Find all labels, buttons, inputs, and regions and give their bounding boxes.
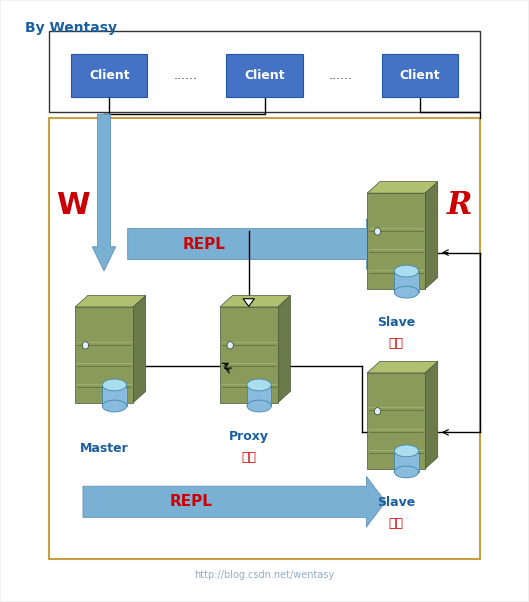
Polygon shape [278, 296, 290, 403]
FancyBboxPatch shape [49, 118, 480, 559]
Polygon shape [367, 373, 425, 469]
Polygon shape [367, 193, 425, 289]
Ellipse shape [394, 287, 418, 298]
Ellipse shape [394, 466, 418, 478]
FancyBboxPatch shape [226, 54, 303, 98]
Circle shape [375, 228, 381, 235]
Text: http://blog.csdn.net/wentasy: http://blog.csdn.net/wentasy [194, 569, 335, 580]
Text: ......: ...... [174, 69, 197, 82]
Text: Master: Master [80, 442, 129, 455]
Text: By Wentasy: By Wentasy [25, 21, 117, 35]
Ellipse shape [394, 265, 418, 277]
Text: Slave: Slave [377, 496, 415, 509]
Polygon shape [367, 182, 437, 193]
Polygon shape [75, 307, 133, 403]
Polygon shape [83, 476, 386, 527]
Polygon shape [394, 451, 418, 472]
Polygon shape [425, 182, 437, 289]
Text: W: W [56, 191, 89, 220]
FancyBboxPatch shape [381, 54, 458, 98]
Polygon shape [133, 296, 145, 403]
Text: Proxy: Proxy [229, 430, 269, 443]
Ellipse shape [247, 379, 271, 391]
Text: 同步: 同步 [389, 517, 404, 530]
FancyBboxPatch shape [71, 54, 148, 98]
Text: Client: Client [399, 69, 440, 82]
Text: REPL: REPL [169, 494, 212, 509]
Text: REPL: REPL [183, 237, 225, 252]
Polygon shape [220, 296, 290, 307]
Polygon shape [425, 361, 437, 469]
Text: Client: Client [89, 69, 130, 82]
Polygon shape [75, 296, 145, 307]
Text: 同步: 同步 [389, 337, 404, 350]
Text: R: R [446, 190, 472, 220]
Text: Client: Client [244, 69, 285, 82]
Ellipse shape [102, 379, 126, 391]
Text: Slave: Slave [377, 316, 415, 329]
Text: ......: ...... [329, 69, 353, 82]
Ellipse shape [247, 400, 271, 412]
Polygon shape [367, 361, 437, 373]
Circle shape [83, 342, 89, 349]
Circle shape [227, 342, 233, 349]
Polygon shape [127, 219, 386, 270]
FancyBboxPatch shape [49, 31, 480, 112]
Polygon shape [247, 385, 271, 406]
Polygon shape [102, 385, 126, 406]
Polygon shape [92, 114, 116, 271]
Polygon shape [220, 307, 278, 403]
Circle shape [375, 408, 381, 415]
Polygon shape [394, 271, 418, 292]
Polygon shape [243, 299, 254, 306]
Text: 代理: 代理 [241, 451, 256, 464]
Ellipse shape [394, 445, 418, 457]
Ellipse shape [102, 400, 126, 412]
